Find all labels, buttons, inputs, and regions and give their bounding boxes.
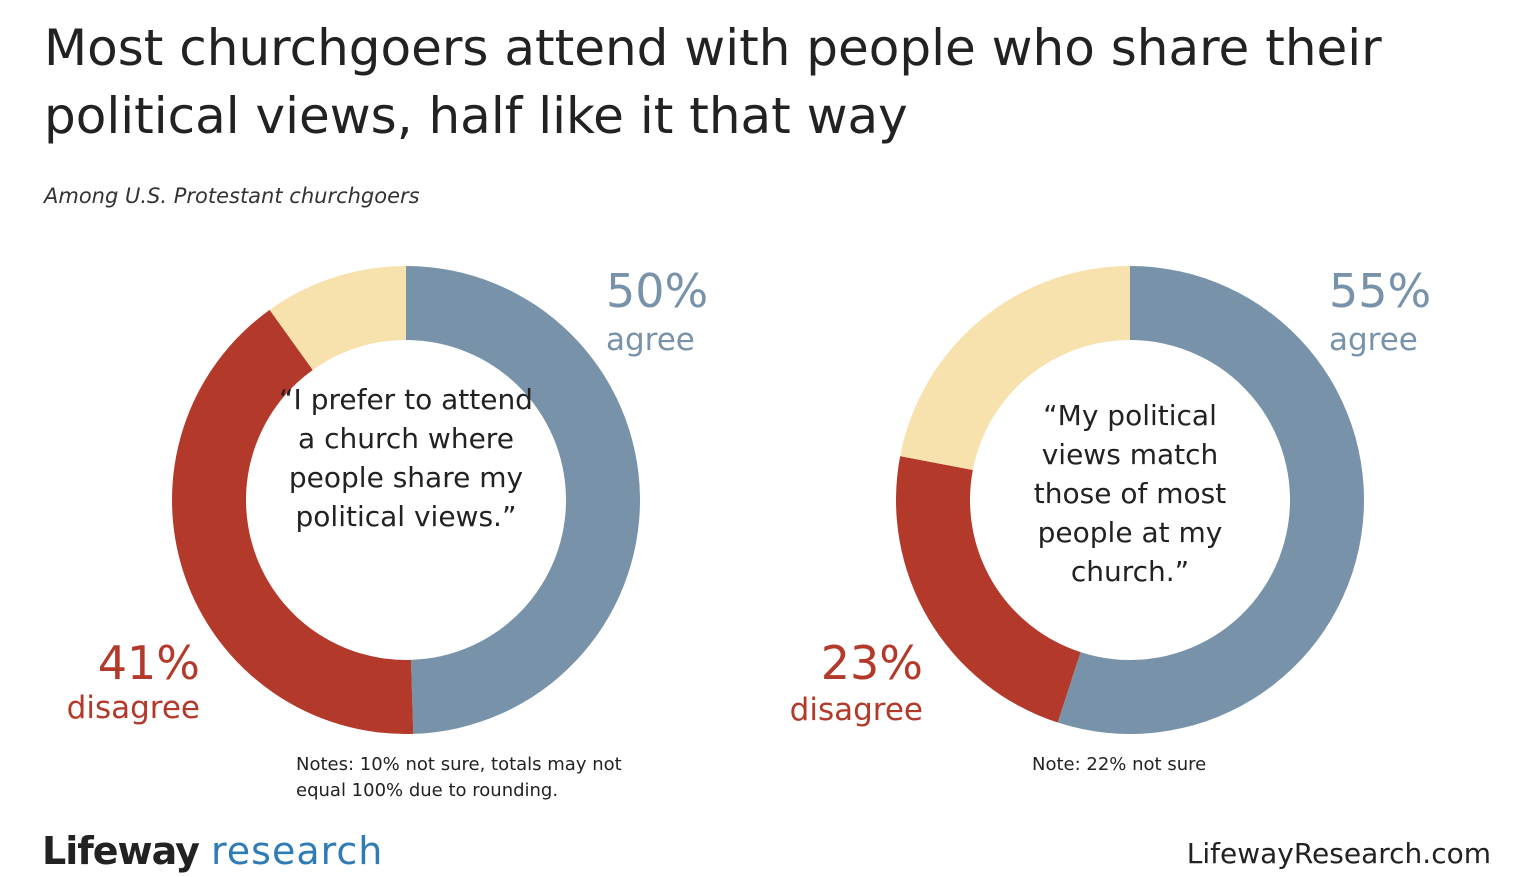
disagree-percent-label: 41% [97,636,200,690]
donut-slice-agree [1057,266,1364,734]
chart-subtitle: Among U.S. Protestant churchgoers [44,184,420,208]
chart-title: Most churchgoers attend with people who … [44,19,1382,145]
website-url: LifewayResearch.com [1186,837,1491,870]
donut-slice-disagree [171,309,414,734]
donut-slice-disagree [896,456,1081,723]
brand-sub: research [211,829,384,873]
donut-chart-match [880,250,1380,750]
chart-note: Notes: 10% not sure, totals may not equa… [296,754,622,801]
disagree-percent-label: 23% [820,636,923,690]
donut-slice-not-sure [269,266,406,370]
donut-slice-not-sure [900,266,1130,471]
brand-logo: Lifeway research [42,826,383,876]
donut-chart-prefer [156,250,656,750]
agree-percent-label: 50% [606,264,709,318]
agree-percent-label: 55% [1329,264,1432,318]
disagree-category-label: disagree [66,690,200,726]
brand-name: Lifeway [42,829,200,873]
donut-center-text: “My political views match those of most … [1033,399,1227,588]
disagree-category-label: disagree [789,692,923,728]
agree-category-label: agree [606,322,695,358]
chart-note: Note: 22% not sure [1032,754,1207,775]
donut-svg-prefer [171,266,641,734]
agree-category-label: agree [1329,322,1418,358]
donut-slice-agree [406,266,641,734]
donut-svg-match [896,266,1364,734]
donut-center-text: “I prefer to attend a church where peopl… [279,383,533,533]
